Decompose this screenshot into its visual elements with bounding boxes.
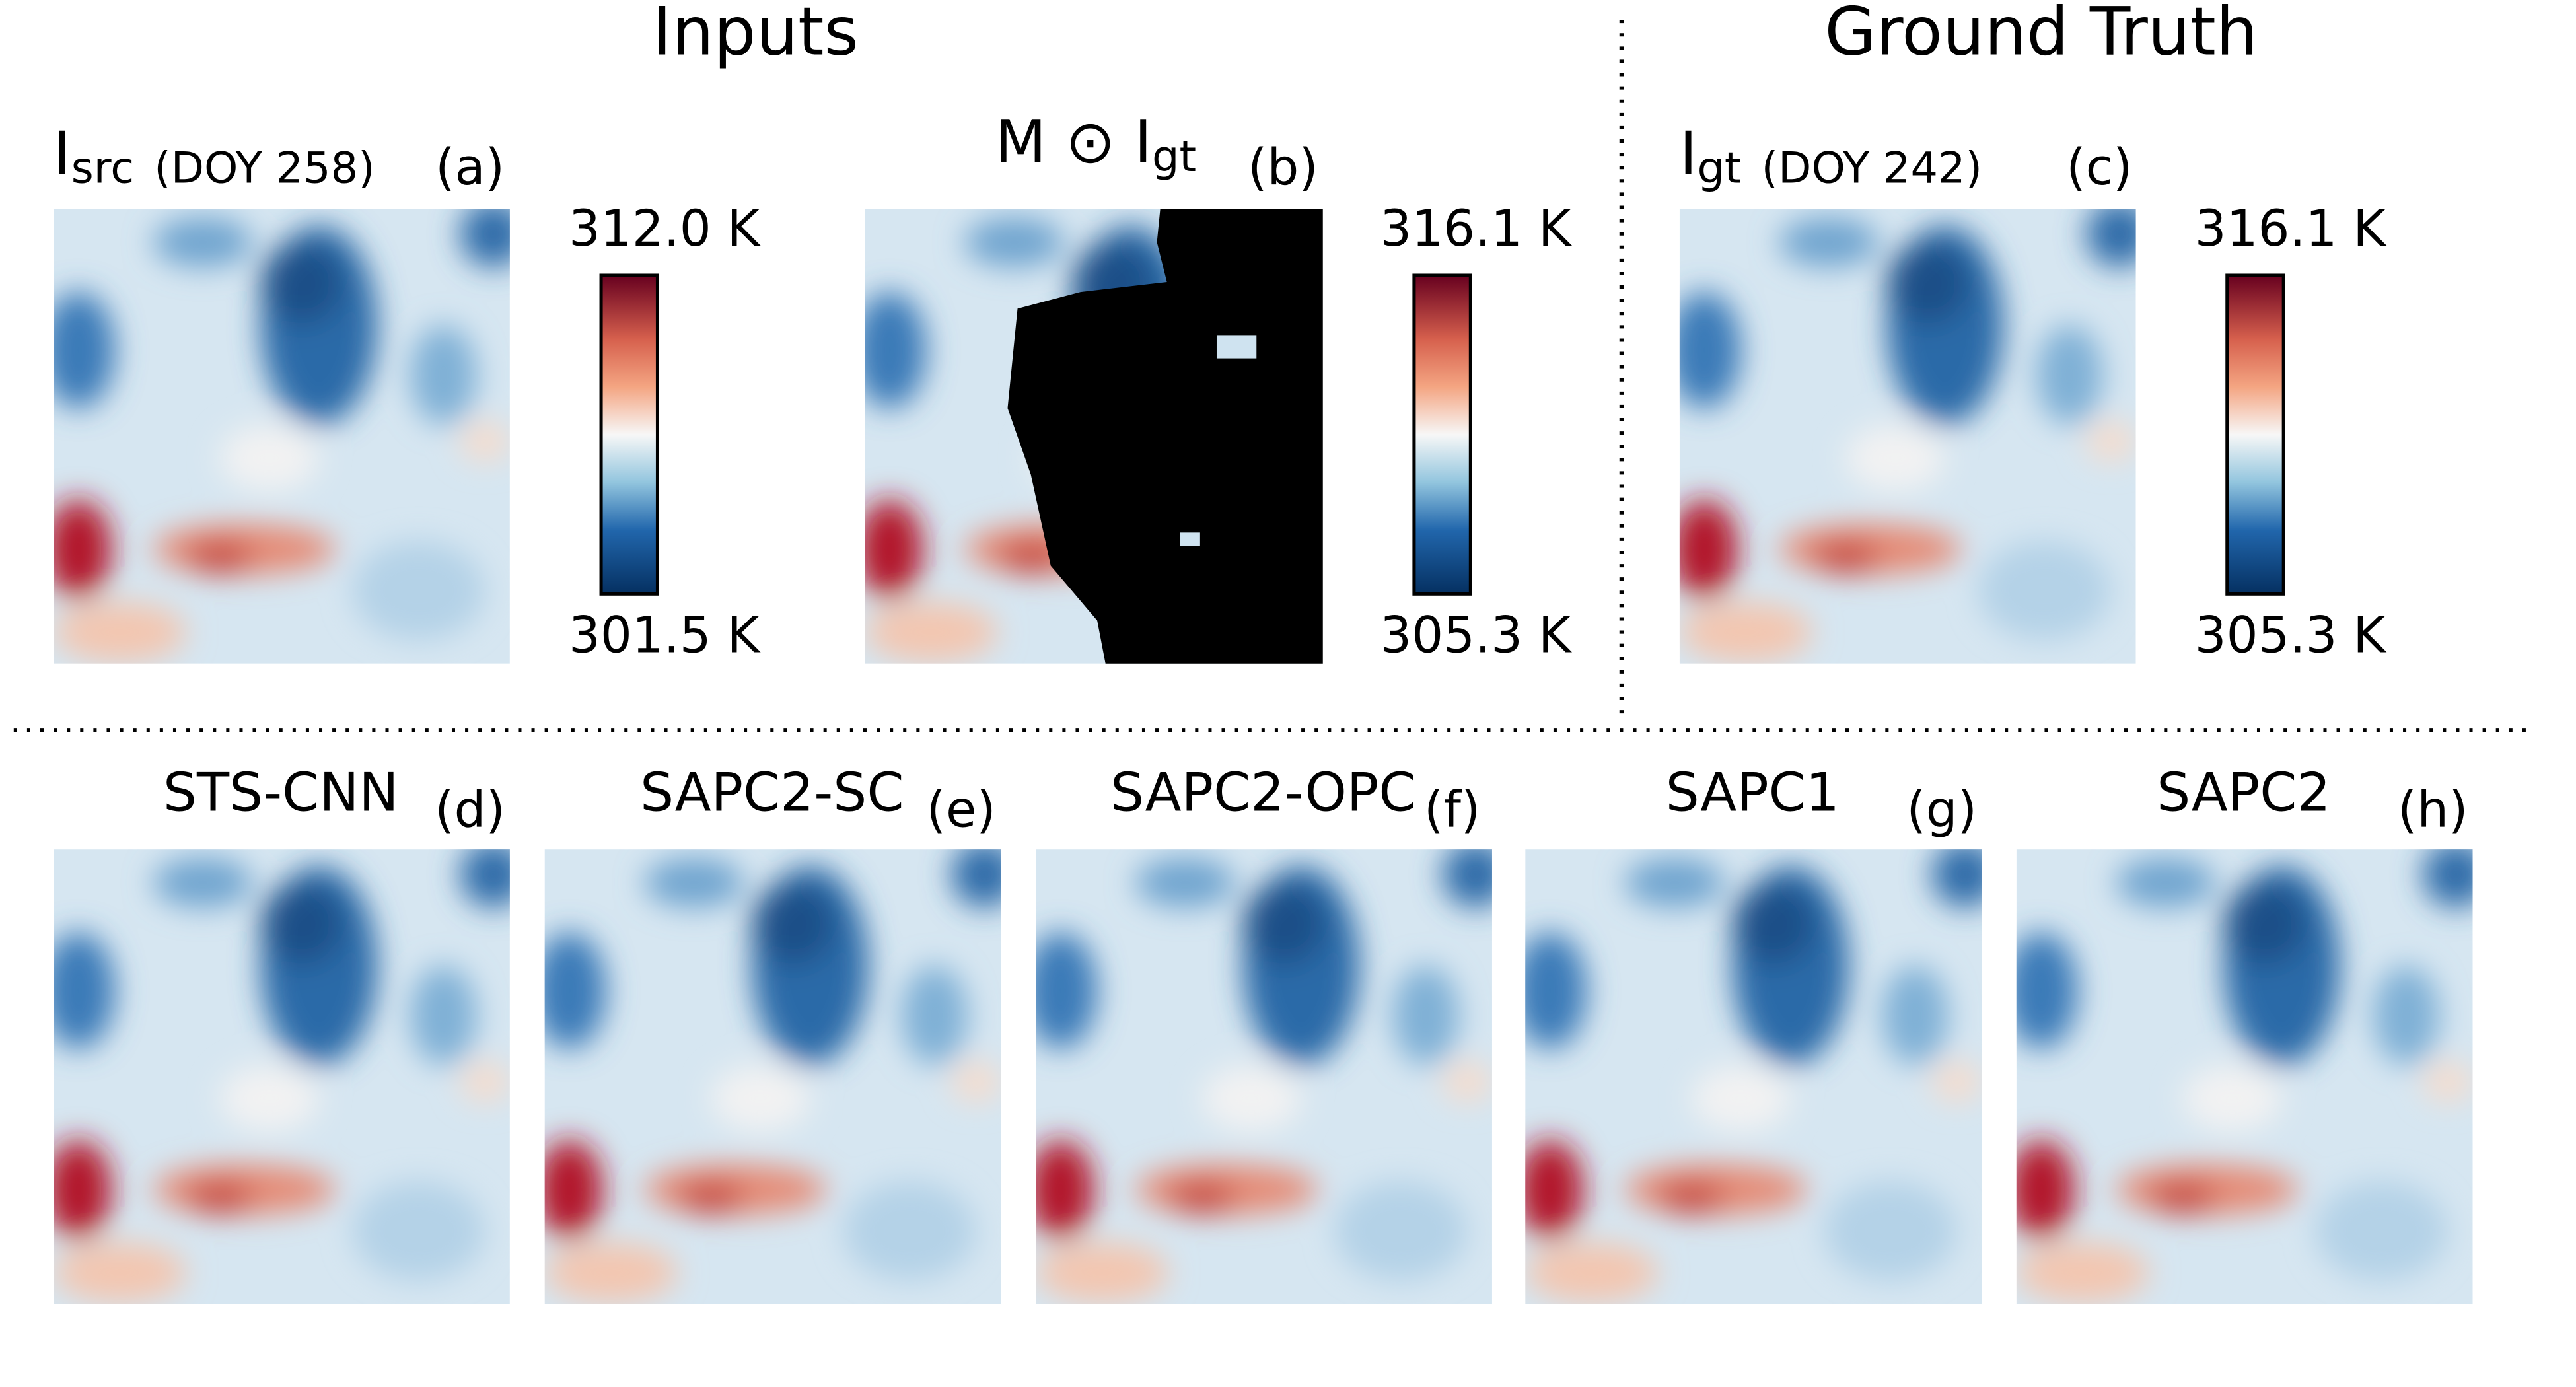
subscript: gt (1697, 143, 1741, 194)
colorbar-min: 301.5 K (569, 606, 761, 664)
colorbar-max: 316.1 K (1380, 199, 1572, 258)
colorbar-min: 305.3 K (1380, 606, 1572, 664)
header: Inputs (652, 0, 858, 71)
note: (DOY 258) (154, 143, 375, 194)
heatmap (1024, 841, 1509, 1304)
heatmap (42, 841, 526, 1304)
heatmap (42, 201, 526, 664)
panel-label: Igt (DOY 242) (1680, 120, 1982, 194)
subscript: gt (1152, 131, 1196, 182)
panel-label: M ⊙ Igt (995, 108, 1196, 182)
colorbar (2225, 273, 2285, 596)
symbol: M ⊙ I (995, 108, 1152, 177)
result-title: SAPC2 (2157, 762, 2330, 824)
heatmap (2005, 841, 2489, 1304)
panel-tag: (h) (2398, 780, 2468, 838)
symbol: I (1680, 120, 1698, 189)
panel-tag: (c) (2066, 138, 2132, 196)
colorbar-max: 312.0 K (569, 199, 761, 258)
heatmap (1514, 841, 1998, 1304)
colorbar (1412, 273, 1472, 596)
colorbar-min: 305.3 K (2195, 606, 2387, 664)
colorbar (599, 273, 659, 596)
heatmap (533, 841, 1017, 1304)
panel-tag: (a) (435, 138, 505, 196)
result-title: SAPC2-OPC (1110, 762, 1415, 824)
results: STS-CNN (d) SAPC2-SC (e) SAPC2-OPC (f) SAPC1 (g… (42, 762, 2489, 1304)
panel-tag: (g) (1906, 780, 1977, 838)
colorbar-max: 316.1 K (2195, 199, 2387, 258)
panel-label: Isrc (DOY 258) (54, 120, 375, 194)
heatmap (1668, 201, 2152, 664)
result-title: SAPC1 (1666, 762, 1840, 824)
result-title: SAPC2-SC (640, 762, 904, 824)
panel-tag: (e) (927, 780, 996, 838)
mask (1007, 209, 1323, 664)
symbol: I (54, 120, 71, 189)
subscript: src (71, 143, 134, 194)
result-title: STS-CNN (163, 762, 399, 824)
header: Ground Truth (1824, 0, 2258, 71)
panel-tag: (f) (1424, 780, 1480, 838)
panel-tag: (d) (435, 780, 505, 838)
panel-tag: (b) (1248, 138, 1318, 196)
note: (DOY 242) (1762, 143, 1982, 194)
